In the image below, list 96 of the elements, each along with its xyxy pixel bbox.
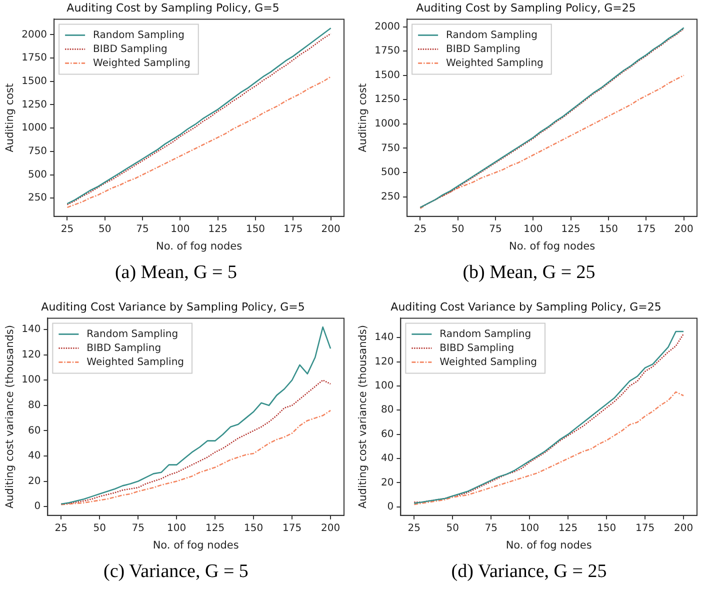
y-tick-label: 250 bbox=[380, 191, 400, 202]
legend-label: Weighted Sampling bbox=[93, 58, 190, 69]
y-tick-label: 100 bbox=[22, 374, 41, 386]
y-tick-label: 1000 bbox=[22, 122, 48, 134]
y-tick-label: 20 bbox=[380, 477, 394, 488]
x-tick-label: 125 bbox=[558, 522, 578, 534]
x-axis-title: No. of fog nodes bbox=[152, 539, 239, 552]
y-tick-label: 1500 bbox=[374, 70, 400, 81]
x-axis-title: No. of fog nodes bbox=[506, 539, 592, 552]
legend-label: BIBD Sampling bbox=[93, 44, 168, 55]
chart-title: Auditing Cost by Sampling Policy, G=25 bbox=[416, 1, 636, 14]
x-tick-label: 150 bbox=[246, 224, 266, 235]
x-tick-label: 200 bbox=[321, 224, 340, 235]
y-tick-label: 0 bbox=[387, 502, 394, 513]
x-tick-label: 50 bbox=[446, 522, 460, 534]
x-tick-label: 175 bbox=[636, 522, 655, 534]
legend-label: BIBD Sampling bbox=[446, 44, 520, 55]
y-tick-label: 140 bbox=[22, 324, 41, 336]
x-tick-label: 100 bbox=[167, 522, 186, 534]
x-tick-label: 150 bbox=[244, 522, 264, 534]
x-tick-label: 200 bbox=[674, 522, 694, 534]
x-tick-label: 175 bbox=[636, 224, 656, 235]
legend-label: BIBD Sampling bbox=[86, 342, 162, 354]
legend-label: Random Sampling bbox=[440, 328, 532, 340]
text: (c) Variance, G = 5 bbox=[104, 561, 248, 582]
x-tick-label: 75 bbox=[489, 224, 502, 235]
line-series bbox=[66, 76, 332, 208]
legend-label: Weighted Sampling bbox=[86, 356, 184, 368]
x-tick-label: 50 bbox=[98, 224, 112, 235]
y-tick-label: 1250 bbox=[374, 94, 400, 106]
text: (b) Mean, G = 25 bbox=[462, 262, 596, 283]
x-tick-label: 175 bbox=[284, 224, 303, 235]
line-series bbox=[420, 74, 684, 210]
x-tick-label: 150 bbox=[598, 224, 618, 235]
y-tick-label: 140 bbox=[374, 332, 394, 344]
y-tick-label: 80 bbox=[28, 400, 41, 412]
y-tick-label: 40 bbox=[380, 453, 394, 464]
x-tick-label: 25 bbox=[414, 224, 427, 235]
y-axis-title: Auditing cost bbox=[4, 83, 16, 152]
y-tick-label: 60 bbox=[380, 428, 394, 440]
x-tick-label: 25 bbox=[408, 522, 421, 534]
x-tick-label: 200 bbox=[320, 522, 340, 534]
x-tick-label: 150 bbox=[597, 522, 616, 534]
x-tick-label: 75 bbox=[136, 224, 149, 235]
x-tick-label: 100 bbox=[524, 224, 543, 235]
y-tick-label: 750 bbox=[28, 146, 48, 158]
x-axis-title: No. of fog nodes bbox=[156, 240, 242, 252]
x-tick-label: 100 bbox=[170, 224, 190, 235]
x-tick-label: 200 bbox=[674, 224, 694, 235]
y-tick-label: 1750 bbox=[374, 46, 400, 57]
y-tick-label: 100 bbox=[374, 380, 394, 392]
y-tick-label: 120 bbox=[22, 349, 41, 360]
x-tick-label: 25 bbox=[54, 522, 68, 534]
y-tick-label: 120 bbox=[374, 356, 394, 368]
x-tick-label: 25 bbox=[60, 224, 74, 235]
x-tick-label: 100 bbox=[520, 522, 540, 534]
y-tick-label: 80 bbox=[380, 404, 394, 416]
y-tick-label: 40 bbox=[28, 450, 41, 462]
legend-label: Weighted Sampling bbox=[440, 356, 538, 368]
x-tick-label: 125 bbox=[206, 522, 225, 534]
y-axis-title: Auditing cost variance (thousands) bbox=[4, 325, 16, 509]
x-tick-label: 50 bbox=[452, 224, 464, 235]
y-tick-label: 750 bbox=[380, 142, 400, 154]
legend-label: Random Sampling bbox=[86, 328, 178, 340]
line-series bbox=[414, 391, 684, 506]
y-tick-label: 1000 bbox=[374, 118, 400, 130]
line-series bbox=[60, 410, 332, 506]
y-tick-label: 1750 bbox=[22, 52, 48, 64]
y-tick-label: 1500 bbox=[22, 76, 48, 87]
x-axis-title: No. of fog nodes bbox=[509, 240, 596, 252]
x-tick-label: 125 bbox=[208, 224, 228, 235]
y-tick-label: 0 bbox=[34, 501, 41, 512]
chart-title: Auditing Cost by Sampling Policy, G=5 bbox=[66, 1, 280, 14]
y-tick-label: 500 bbox=[28, 169, 48, 180]
legend-label: BIBD Sampling bbox=[440, 342, 514, 354]
legend-label: Random Sampling bbox=[93, 30, 184, 41]
y-axis-title: Auditing cost bbox=[357, 83, 370, 152]
y-tick-label: 60 bbox=[28, 425, 41, 436]
x-tick-label: 50 bbox=[93, 522, 106, 534]
legend-label: Random Sampling bbox=[446, 30, 538, 41]
x-tick-label: 75 bbox=[484, 522, 498, 534]
y-tick-label: 500 bbox=[380, 167, 400, 178]
chart-title: Auditing Cost Variance by Sampling Policy, G=5 bbox=[41, 300, 305, 314]
y-tick-label: 20 bbox=[28, 476, 41, 487]
y-axis-title: Auditing cost variance (thousands) bbox=[357, 325, 370, 509]
text: (a) Mean, G = 5 bbox=[114, 262, 238, 283]
y-tick-label: 2000 bbox=[374, 21, 400, 32]
y-tick-label: 1250 bbox=[22, 99, 48, 110]
x-tick-label: 125 bbox=[561, 224, 580, 235]
text: (d) Variance, G = 25 bbox=[451, 561, 607, 582]
legend-label: Weighted Sampling bbox=[446, 58, 544, 69]
y-tick-label: 250 bbox=[28, 192, 48, 204]
chart-title: Auditing Cost Variance by Sampling Policy, G=25 bbox=[390, 300, 662, 314]
x-tick-label: 75 bbox=[132, 522, 144, 534]
y-tick-label: 2000 bbox=[22, 29, 48, 40]
x-tick-label: 175 bbox=[282, 522, 302, 534]
